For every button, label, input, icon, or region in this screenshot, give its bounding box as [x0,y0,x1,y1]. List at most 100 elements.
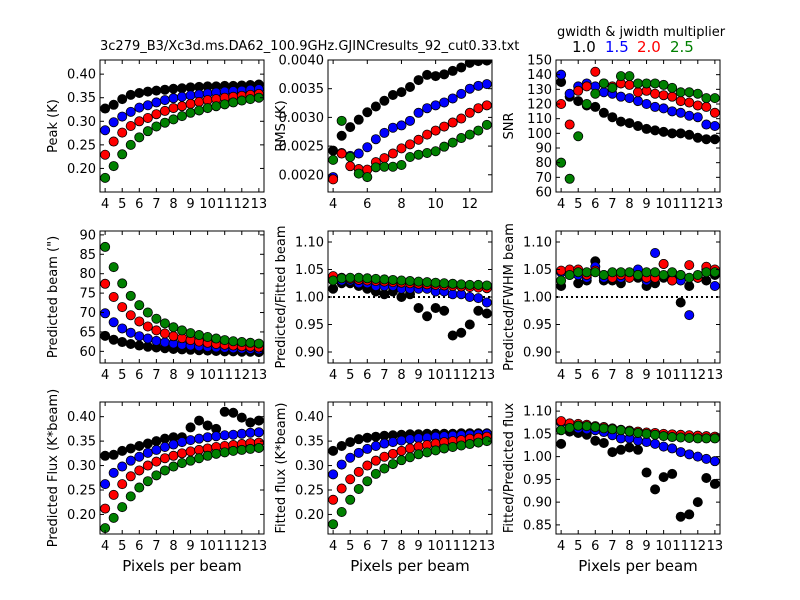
x-tick-label: 4 [329,539,337,554]
point-series-2-5 [396,455,407,466]
axes-frame [99,230,265,364]
point-series-2-0 [667,91,678,102]
y-tick-label: 0.35 [295,435,324,450]
point-series-2-5 [607,82,618,93]
chart-title: 3c279_B3/Xc3d.ms.DA62_100.9GHz.GJINCresu… [100,39,519,54]
point-series-1-5 [709,121,720,132]
point-series-1-0 [573,96,584,107]
point-series-1-0 [100,103,111,114]
point-series-1-0 [701,134,712,145]
point-series-1-5 [194,433,205,444]
point-series-2-0 [100,503,111,514]
x-tick-label: 4 [329,368,337,383]
point-series-1-0 [464,319,475,330]
point-series-2-0 [142,321,153,332]
x-tick-label: 8 [169,368,177,383]
point-series-2-5 [607,267,618,278]
point-series-2-5 [581,267,592,278]
point-series-2-5 [396,160,407,171]
data-points [328,60,492,185]
y-tick-label: 65 [79,325,96,340]
point-series-2-5 [117,502,128,513]
point-series-1-5 [447,289,458,300]
point-series-2-0 [362,460,373,471]
point-series-2-0 [176,448,187,459]
x-tick-label: 9 [414,539,422,554]
y-tick-label: 1.05 [295,263,324,278]
point-series-1-0 [684,509,695,520]
y-tick-label: 90 [79,228,96,243]
point-series-1-0 [413,75,424,86]
point-series-2-5 [439,443,450,454]
point-series-1-0 [328,145,339,156]
point-series-2-5 [211,333,222,344]
point-series-1-5 [236,428,247,439]
x-tick-label: 13 [707,539,724,554]
point-series-1-5 [633,96,644,107]
x-tick-label: 4 [329,197,337,212]
x-tick-label: 5 [574,539,582,554]
point-series-1-5 [142,447,153,458]
point-series-1-5 [481,79,492,90]
point-series-1-5 [456,88,467,99]
point-series-2-5 [211,101,222,112]
point-series-1-5 [379,127,390,138]
point-series-1-5 [684,110,695,121]
point-series-2-5 [379,161,390,172]
x-tick-label: 6 [135,539,143,554]
point-series-2-5 [151,121,162,132]
point-series-2-5 [236,444,247,455]
point-series-2-5 [439,141,450,152]
y-tick-label: 60 [535,186,552,201]
point-series-2-5 [624,267,635,278]
y-tick-label: 75 [79,287,96,302]
point-series-2-0 [100,149,111,160]
point-series-1-0 [709,478,720,489]
x-tick-label: 4 [557,197,565,212]
y-tick-label: 120 [527,98,552,113]
point-series-2-0 [667,275,678,286]
point-series-1-5 [142,100,153,111]
point-series-1-5 [387,437,398,448]
y-tick-label: 0.40 [67,68,96,83]
point-series-1-5 [464,83,475,94]
point-series-2-5 [430,146,441,157]
point-series-1-5 [108,467,119,478]
point-series-2-5 [709,433,720,444]
point-series-1-5 [413,107,424,118]
y-tick-label: 0.20 [295,508,324,523]
x-tick-label: 7 [380,368,388,383]
point-series-2-5 [228,97,239,108]
point-series-1-0 [413,302,424,313]
point-series-1-0 [387,90,398,101]
y-tick-label: 0.25 [67,484,96,499]
panel-9: 0.85 0.90 0.95 1.00 1.05 1.10 4 5 6 7 8 9 10 11 12 13 Fi… [502,401,724,575]
point-series-1-0 [658,126,669,137]
point-series-2-0 [413,134,424,145]
point-series-1-0 [422,311,433,322]
point-series-1-5 [692,451,703,462]
point-series-1-0 [159,84,170,95]
point-series-2-5 [658,269,669,280]
point-series-2-0 [345,474,356,485]
y-axis-label: Predicted/FWHM beam [502,223,517,371]
point-series-1-5 [345,452,356,463]
point-series-2-0 [396,143,407,154]
point-series-2-5 [658,431,669,442]
point-series-1-5 [464,291,475,302]
point-series-1-0 [481,60,492,66]
x-tick-label: 10 [427,539,444,554]
point-series-2-5 [108,512,119,523]
point-series-1-0 [624,118,635,129]
point-series-2-0 [336,148,347,159]
x-tick-label: 11 [672,197,689,212]
point-series-1-0 [328,445,339,456]
x-tick-label: 13 [479,539,496,554]
y-tick-label: 0.25 [295,484,324,499]
point-series-1-0 [573,278,584,289]
point-series-1-5 [353,447,364,458]
point-series-2-0 [108,291,119,302]
point-series-1-5 [404,115,415,126]
point-series-1-5 [117,111,128,122]
point-series-2-0 [430,125,441,136]
